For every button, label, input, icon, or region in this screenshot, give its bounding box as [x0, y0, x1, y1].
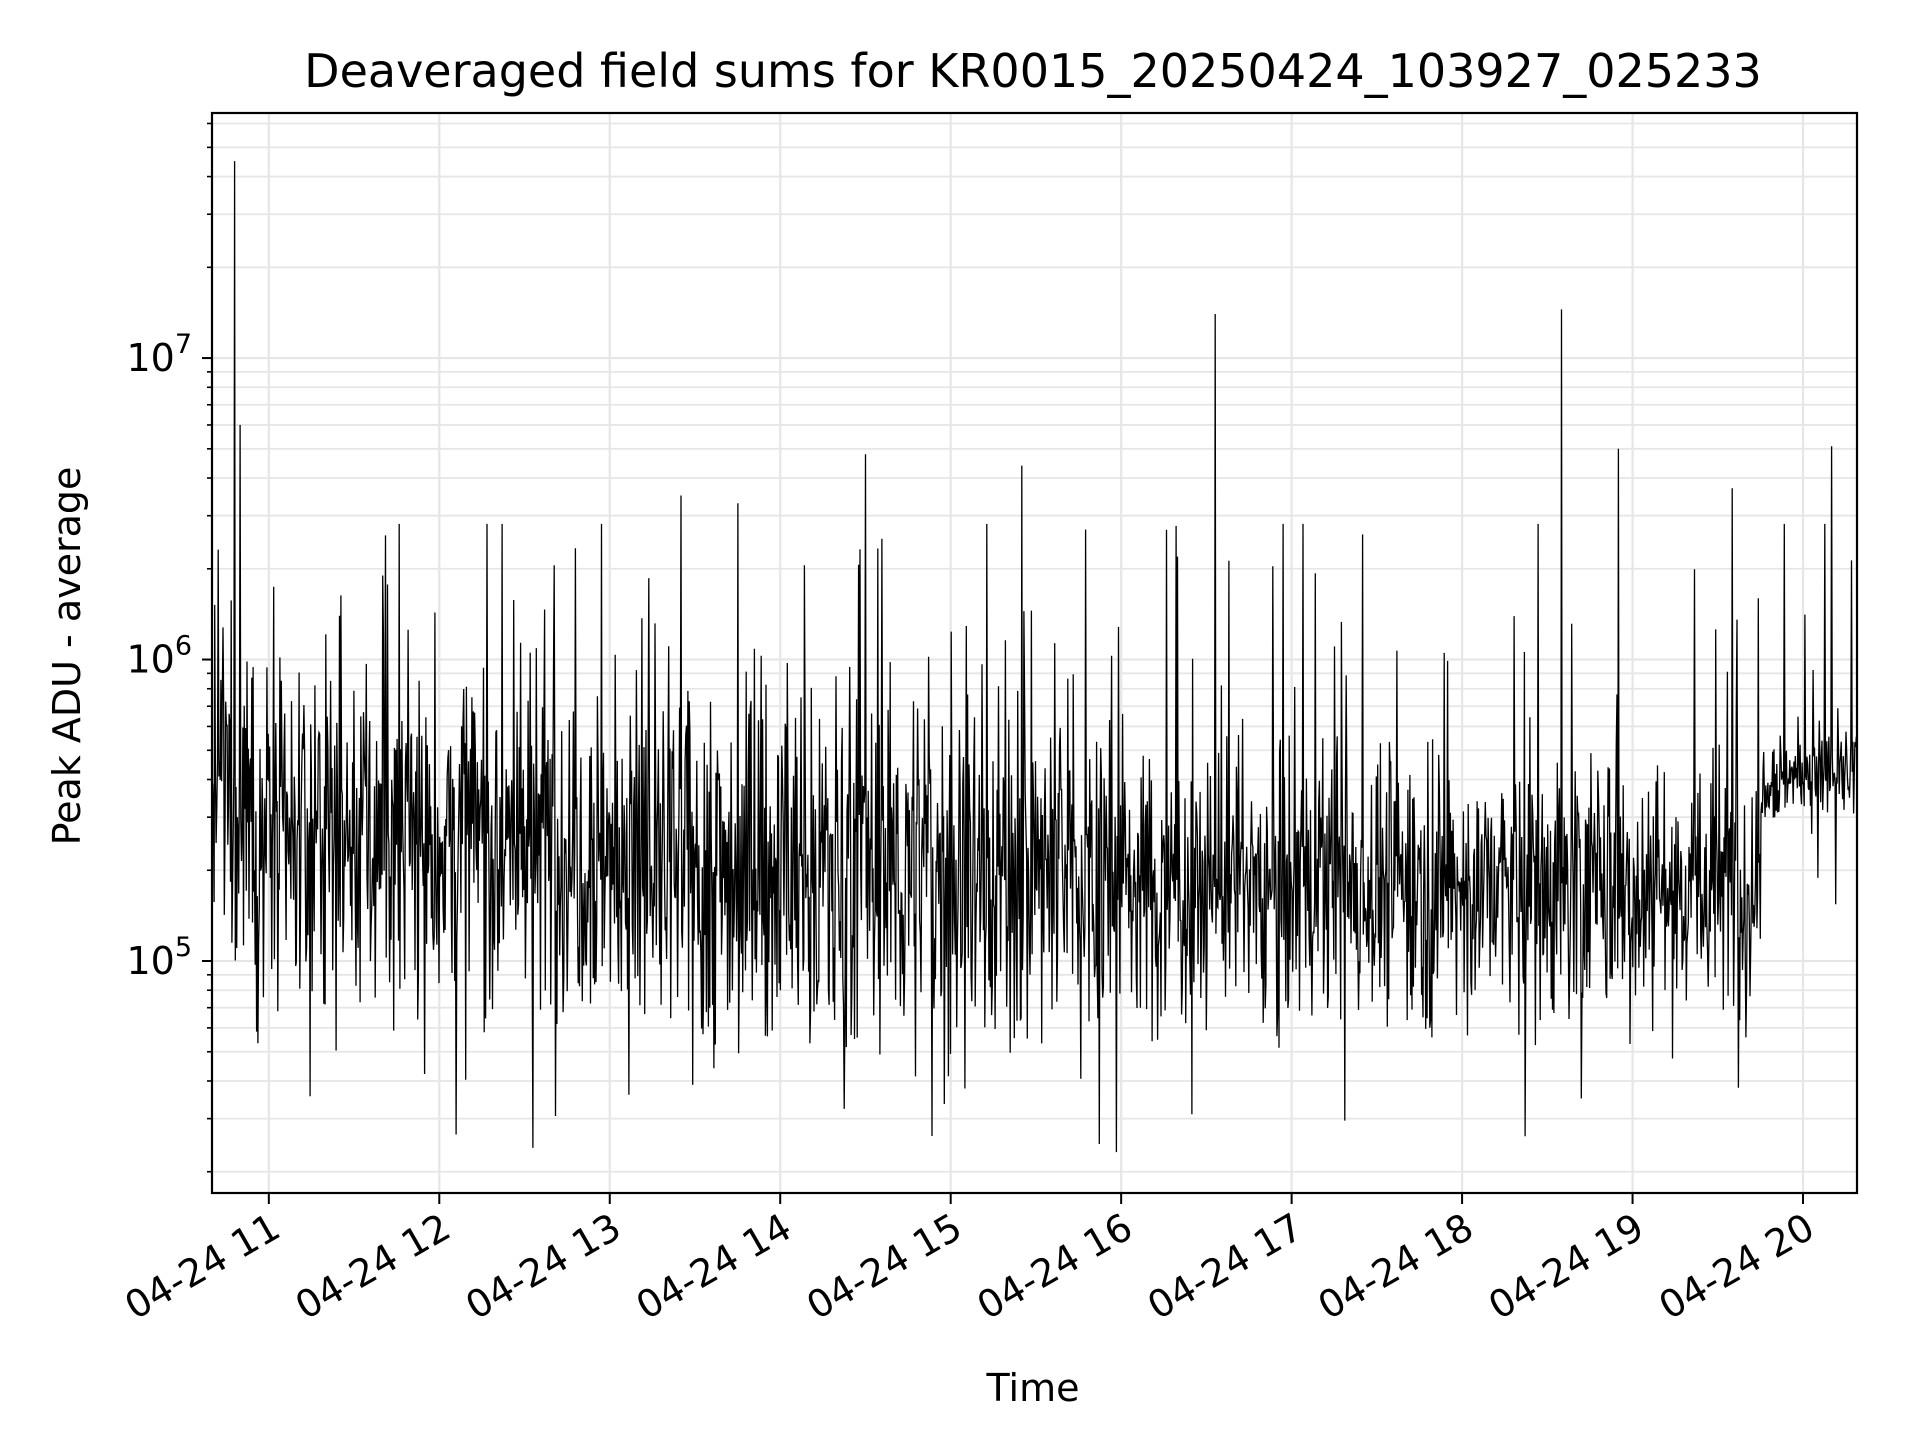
y-axis-ticks: 105 106 107 [126, 122, 212, 1173]
plot-frame [210, 111, 1859, 1195]
x-tick-label: 04-24 14 [629, 1205, 799, 1329]
chart-title: Deaveraged field sums for KR0015_2025042… [304, 44, 1762, 98]
data-series [211, 161, 1858, 1153]
x-axis-label: Time [986, 1366, 1080, 1410]
x-tick-label: 04-24 12 [288, 1205, 458, 1329]
y-tick-label: 107 [126, 329, 192, 380]
y-tick-label: 105 [126, 932, 192, 983]
series-line [211, 161, 1858, 1153]
y-axis-label: Peak ADU - average [45, 467, 89, 846]
x-tick-label: 04-24 19 [1481, 1205, 1651, 1329]
x-axis-ticks: 04-24 11 04-24 12 04-24 13 04-24 14 04-24 15… [117, 1193, 1822, 1329]
y-tick-label: 106 [126, 631, 192, 682]
x-tick-label: 04-24 15 [799, 1205, 969, 1329]
x-tick-label: 04-24 16 [970, 1205, 1140, 1329]
x-tick-label: 04-24 17 [1140, 1205, 1310, 1329]
x-tick-label: 04-24 11 [117, 1205, 287, 1329]
x-tick-label: 04-24 13 [458, 1205, 628, 1329]
x-tick-label: 04-24 20 [1652, 1205, 1822, 1329]
grid-lines [212, 113, 1857, 1193]
x-tick-label: 04-24 18 [1311, 1205, 1481, 1329]
